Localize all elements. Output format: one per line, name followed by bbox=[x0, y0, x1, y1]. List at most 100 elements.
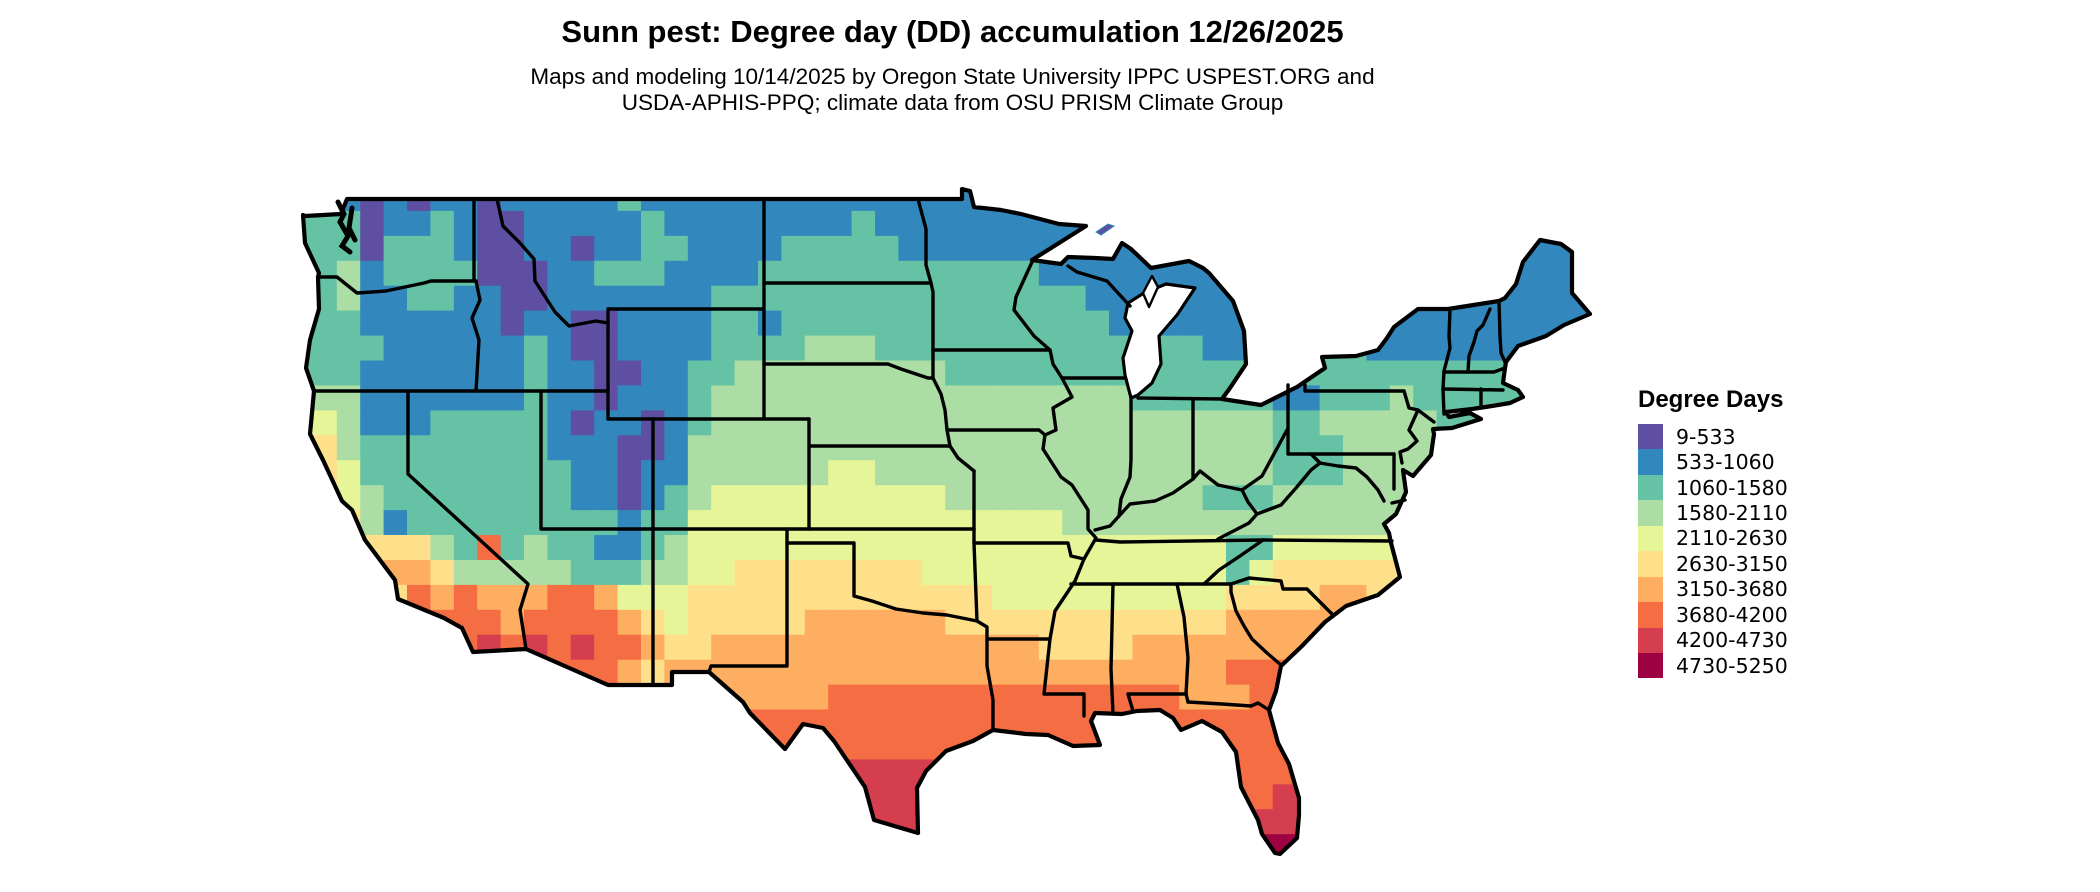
raster-cell bbox=[711, 834, 736, 854]
raster-cell bbox=[570, 435, 595, 461]
raster-cell bbox=[1530, 784, 1555, 810]
raster-cell bbox=[945, 535, 970, 561]
raster-cell bbox=[735, 859, 759, 885]
raster-cell bbox=[758, 834, 783, 854]
raster-cell bbox=[1085, 189, 1110, 212]
raster-cell bbox=[711, 734, 736, 761]
raster-cell bbox=[1015, 535, 1040, 561]
raster-cell bbox=[1483, 410, 1508, 436]
raster-cell bbox=[617, 360, 642, 387]
raster-cell bbox=[336, 784, 361, 810]
raster-cell bbox=[758, 809, 783, 835]
raster-cell bbox=[594, 460, 619, 486]
raster-cell bbox=[1577, 609, 1590, 636]
raster-cell bbox=[945, 859, 969, 885]
raster-cell bbox=[1038, 485, 1063, 511]
raster-cell bbox=[1577, 834, 1590, 854]
raster-cell bbox=[1389, 189, 1414, 212]
raster-cell bbox=[617, 310, 642, 337]
raster-cell bbox=[1483, 734, 1508, 761]
raster-cell bbox=[1436, 684, 1461, 711]
raster-cell bbox=[594, 335, 619, 362]
raster-cell bbox=[1062, 809, 1087, 835]
raster-cell bbox=[477, 485, 502, 511]
raster-cell bbox=[992, 310, 1017, 337]
raster-cell bbox=[313, 609, 338, 636]
raster-cell bbox=[687, 510, 712, 536]
raster-cell bbox=[992, 485, 1017, 511]
raster-cell bbox=[852, 859, 876, 885]
raster-cell bbox=[1319, 634, 1344, 661]
raster-cell bbox=[992, 260, 1017, 287]
raster-cell bbox=[945, 834, 970, 854]
raster-cell bbox=[617, 285, 642, 312]
raster-cell bbox=[1249, 385, 1274, 411]
raster-cell bbox=[711, 235, 736, 262]
raster-cell bbox=[524, 435, 549, 461]
raster-cell bbox=[804, 734, 829, 761]
raster-cell bbox=[1413, 235, 1438, 262]
raster-cell bbox=[1530, 385, 1555, 411]
raster-cell bbox=[1366, 189, 1391, 212]
raster-cell bbox=[360, 235, 385, 262]
raster-cell bbox=[1038, 759, 1063, 785]
raster-cell bbox=[1179, 235, 1204, 262]
raster-cell bbox=[781, 684, 806, 711]
raster-cell bbox=[781, 634, 806, 661]
raster-cell bbox=[875, 634, 900, 661]
raster-cell bbox=[1577, 859, 1601, 885]
raster-cell bbox=[1202, 684, 1227, 711]
raster-cell bbox=[1460, 435, 1485, 461]
raster-cell bbox=[875, 485, 900, 511]
raster-cell bbox=[383, 360, 408, 387]
raster-cell bbox=[1109, 809, 1134, 835]
raster-cell bbox=[547, 510, 572, 536]
raster-cell bbox=[828, 609, 853, 636]
raster-cell bbox=[992, 435, 1017, 461]
raster-cell bbox=[1577, 485, 1590, 511]
raster-cell bbox=[617, 485, 642, 511]
raster-cell bbox=[992, 560, 1017, 586]
raster-cell bbox=[547, 260, 572, 287]
raster-cell bbox=[1319, 659, 1344, 686]
raster-cell bbox=[383, 535, 408, 561]
raster-cell bbox=[1366, 410, 1391, 436]
raster-cell bbox=[1202, 410, 1227, 436]
raster-cell bbox=[711, 435, 736, 461]
raster-cell bbox=[547, 335, 572, 362]
raster-cell bbox=[477, 784, 502, 810]
raster-cell bbox=[898, 335, 923, 362]
raster-cell bbox=[383, 759, 408, 785]
raster-cell bbox=[430, 285, 455, 312]
raster-cell bbox=[758, 485, 783, 511]
raster-cell bbox=[1413, 584, 1438, 611]
raster-cell bbox=[1319, 260, 1344, 287]
raster-cell bbox=[1366, 360, 1391, 387]
raster-cell bbox=[1366, 435, 1391, 461]
raster-cell bbox=[875, 834, 900, 854]
raster-cell bbox=[1343, 684, 1368, 711]
raster-cell bbox=[851, 285, 876, 312]
raster-cell bbox=[711, 360, 736, 387]
raster-cell bbox=[313, 410, 338, 436]
raster-cell bbox=[618, 859, 642, 885]
raster-cell bbox=[303, 684, 315, 711]
raster-cell bbox=[1132, 859, 1156, 885]
raster-cell bbox=[1460, 709, 1485, 736]
raster-cell bbox=[1249, 759, 1274, 785]
raster-cell bbox=[500, 834, 525, 854]
raster-cell bbox=[430, 859, 454, 885]
raster-cell bbox=[898, 235, 923, 262]
raster-cell bbox=[303, 560, 315, 586]
raster-cell bbox=[992, 609, 1017, 636]
raster-cell bbox=[1506, 410, 1531, 436]
raster-cell bbox=[921, 809, 946, 835]
raster-cell bbox=[851, 834, 876, 854]
raster-cell bbox=[687, 410, 712, 436]
raster-cell bbox=[1249, 189, 1274, 212]
raster-cell bbox=[1085, 609, 1110, 636]
raster-cell bbox=[734, 609, 759, 636]
raster-cell bbox=[1272, 189, 1297, 212]
raster-cell bbox=[336, 360, 361, 387]
raster-cell bbox=[617, 634, 642, 661]
